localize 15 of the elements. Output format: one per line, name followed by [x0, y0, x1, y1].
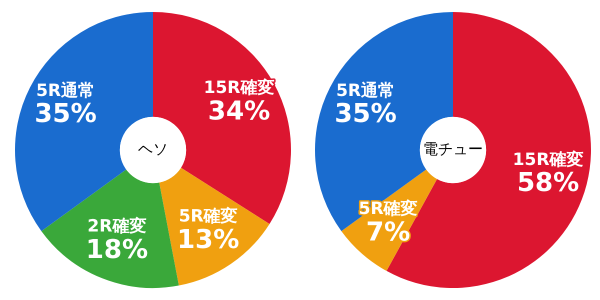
data-label: 58% — [516, 168, 580, 198]
data-label: 18% — [86, 235, 148, 266]
data-label: 35% — [334, 99, 397, 130]
slice-label: 5R通常 — [36, 80, 96, 101]
data-label: 7% — [366, 217, 410, 248]
text: 電チュー — [423, 140, 483, 158]
slice-label: 5R確変 — [178, 206, 238, 227]
text: ヘソ — [138, 140, 168, 158]
slice-label: 15R確変 — [204, 78, 274, 98]
slice-label: 5R通常 — [336, 80, 396, 101]
data-label: 34% — [208, 96, 270, 126]
data-label: 35% — [34, 99, 97, 130]
slice-label: 2R確変 — [87, 216, 146, 237]
slice-label: 15R確変 — [512, 150, 584, 170]
data-label: 13% — [177, 224, 240, 255]
